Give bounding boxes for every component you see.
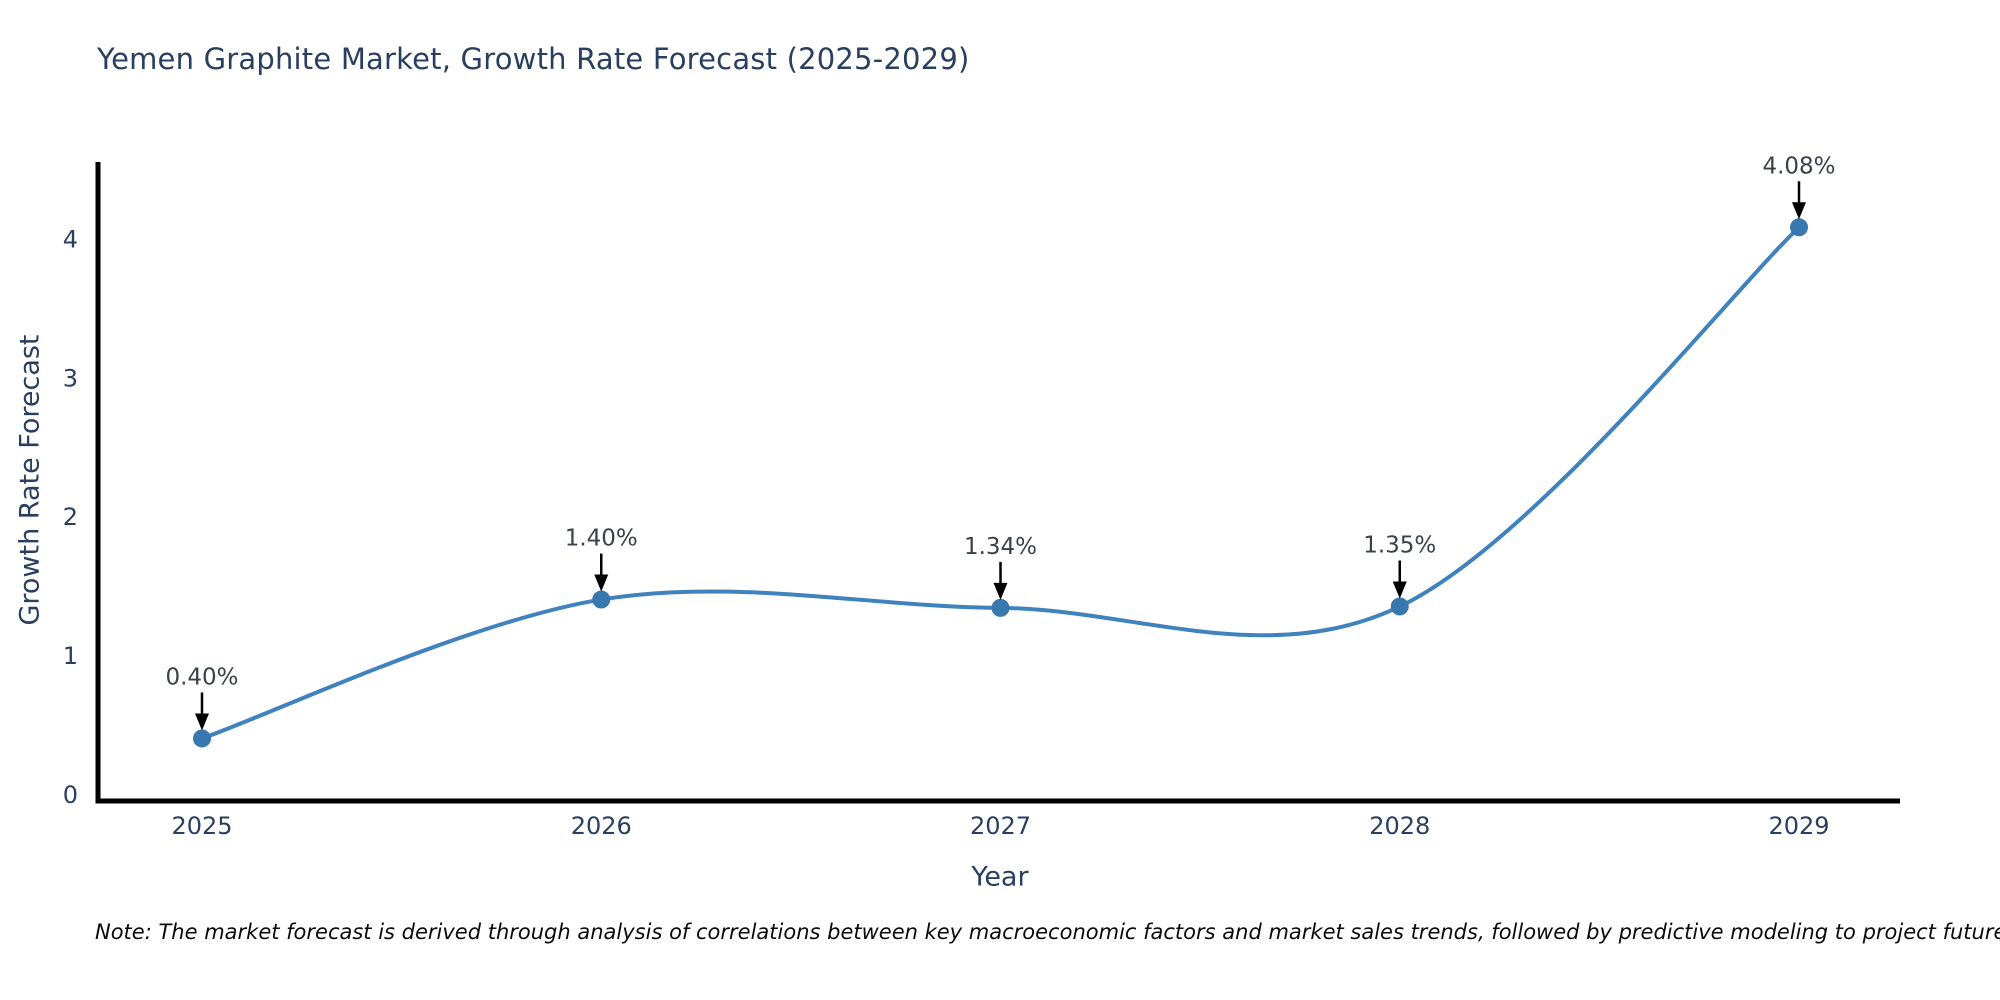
y-axis-label: Growth Rate Forecast (14, 334, 46, 626)
x-tick-label: 2025 (171, 812, 232, 840)
x-tick-label: 2027 (970, 812, 1031, 840)
chart-title: Yemen Graphite Market, Growth Rate Forec… (97, 42, 970, 76)
y-tick-label: 0 (63, 781, 78, 809)
footnote: Note: The market forecast is derived thr… (95, 920, 2000, 944)
x-tick-label: 2026 (571, 812, 632, 840)
data-point-marker (1790, 218, 1808, 237)
x-tick-label: 2029 (1768, 812, 1829, 840)
annotation-arrowhead-icon (1792, 202, 1806, 220)
data-point-marker (193, 729, 211, 748)
y-tick-label: 2 (63, 503, 78, 531)
y-tick-label: 4 (63, 225, 78, 253)
x-tick-label: 2028 (1369, 812, 1430, 840)
annotation-arrowhead-icon (993, 582, 1008, 600)
annotation-arrowhead-icon (594, 574, 609, 592)
data-point-label: 1.40% (565, 526, 638, 552)
annotation-arrowhead-icon (1392, 581, 1407, 599)
data-point-label: 0.40% (165, 664, 238, 690)
annotation-arrowhead-icon (195, 713, 209, 731)
forecast-line (200, 225, 1801, 741)
data-point-marker (991, 598, 1010, 617)
data-point-marker (592, 590, 611, 609)
data-point-label: 1.35% (1363, 532, 1436, 558)
data-point-marker (1390, 597, 1409, 616)
data-point-label: 1.34% (964, 534, 1037, 560)
x-axis-label: Year (971, 861, 1029, 893)
data-point-label: 4.08% (1762, 153, 1835, 179)
y-tick-label: 3 (63, 364, 78, 392)
y-tick-label: 1 (63, 642, 78, 670)
